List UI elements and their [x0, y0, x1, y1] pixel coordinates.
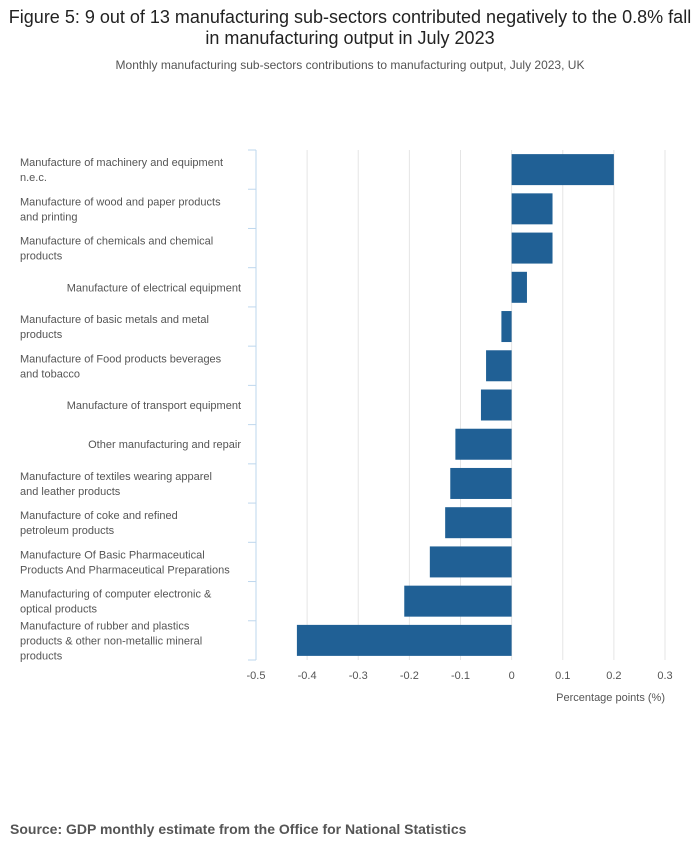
category-label: Manufacture of Food products beverages an… [20, 353, 222, 380]
category-label: Other manufacturing and repair [88, 439, 241, 451]
category-label: Manufacture of textiles wearing apparel a… [20, 471, 212, 498]
x-tick-label: -0.5 [247, 670, 266, 682]
x-tick-label: 0.3 [657, 670, 672, 682]
chart-subtitle: Monthly manufacturing sub-sectors contri… [115, 58, 585, 72]
category-label: Manufacture of wood and paper products an… [20, 196, 221, 223]
x-tick-label: -0.4 [298, 670, 317, 682]
category-label: Manufacture of transport equipment [67, 400, 241, 412]
category-label: Manufacture of chemicals and chemical pro… [20, 236, 213, 263]
bar [511, 154, 614, 186]
bar-chart: Manufacture of machinery and equipment n.… [20, 149, 673, 704]
bar [445, 507, 512, 539]
x-axis-ticks: -0.5 -0.4 -0.3 -0.2 -0.1 0 0.1 0.2 0.3 [247, 670, 673, 682]
bar [429, 546, 512, 578]
category-label: Manufacture of basic metals and metal pro… [20, 314, 209, 341]
bar [511, 271, 527, 303]
source-note: Source: GDP monthly estimate from the Of… [10, 821, 467, 837]
category-label: Manufacture of rubber and plastics produc… [20, 620, 202, 662]
y-axis [248, 149, 257, 661]
x-tick-label: 0 [509, 670, 515, 682]
x-tick-label: -0.2 [400, 670, 419, 682]
bar [511, 193, 553, 225]
bar [404, 585, 512, 617]
bars [296, 154, 614, 656]
bar [501, 311, 512, 343]
category-label: Manufacture of machinery and equipment n.… [20, 157, 223, 184]
category-label: Manufacture of electrical equipment [67, 282, 241, 294]
bar [486, 350, 512, 382]
x-tick-label: -0.3 [349, 670, 368, 682]
category-label: Manufacture Of Basic Pharmaceutical Produ… [20, 549, 230, 576]
category-label: Manufacture of coke and refined petroleum… [20, 510, 178, 537]
bar [480, 389, 512, 421]
x-tick-label: -0.1 [451, 670, 470, 682]
chart-title: Figure 5: 9 out of 13 manufacturing sub-… [8, 7, 692, 48]
category-labels: Manufacture of machinery and equipment n.… [20, 157, 241, 662]
bar [455, 428, 512, 460]
x-tick-label: 0.1 [555, 670, 570, 682]
x-axis-label: Percentage points (%) [556, 692, 665, 704]
x-tick-label: 0.2 [606, 670, 621, 682]
category-label: Manufacturing of computer electronic & op… [20, 589, 212, 616]
bar [450, 467, 512, 499]
bar [511, 232, 553, 264]
bar [296, 624, 512, 656]
